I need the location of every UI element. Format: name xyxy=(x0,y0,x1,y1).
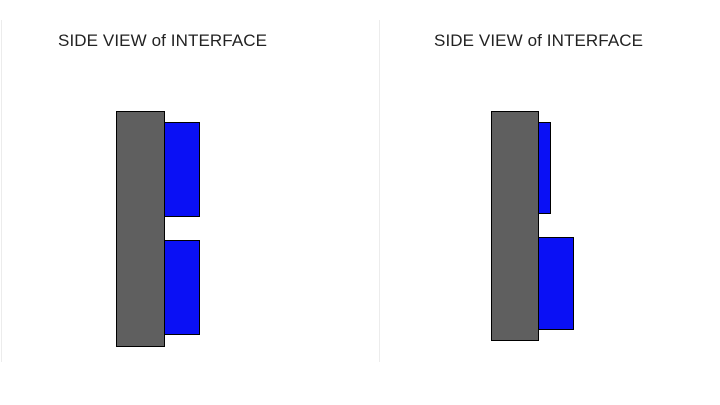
panel-divider-middle xyxy=(379,20,380,362)
panel-2-title: SIDE VIEW of INTERFACE xyxy=(434,31,644,50)
panel-2-pad-top xyxy=(538,122,551,214)
panel-1-pad-top xyxy=(164,122,200,217)
panel-1-title: SIDE VIEW of INTERFACE xyxy=(58,31,268,50)
panel-2-pad-bottom xyxy=(538,237,574,330)
panel-1-pad-bottom xyxy=(164,240,200,335)
panel-2-substrate xyxy=(491,111,539,341)
panel-divider-left xyxy=(1,20,2,362)
panel-1-substrate xyxy=(116,111,165,347)
